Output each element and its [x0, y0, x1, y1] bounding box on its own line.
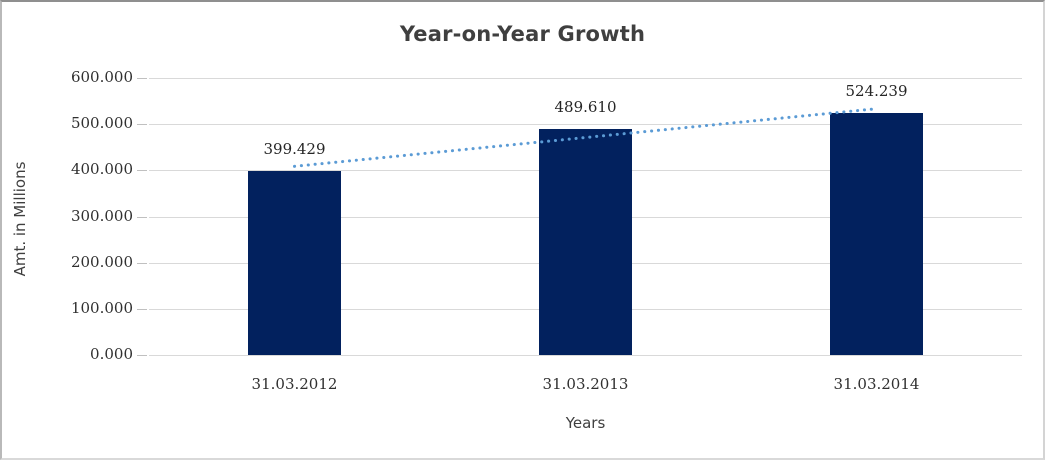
bar-value-label: 489.610 — [554, 97, 617, 116]
y-tick-label: 300.000 — [70, 207, 133, 225]
bar — [830, 112, 923, 355]
y-tick-mark — [137, 309, 147, 310]
trendline — [293, 107, 878, 168]
plot-area: 399.429 489.610 524.239 — [137, 78, 1022, 356]
chart-title: Year-on-Year Growth — [399, 22, 646, 46]
y-tick-label: 500.000 — [70, 114, 133, 132]
y-tick-mark — [137, 217, 147, 218]
y-tick-mark — [137, 124, 147, 125]
y-tick-label: 0.000 — [90, 345, 133, 363]
y-tick-label: 400.000 — [70, 160, 133, 178]
x-axis-title: Years — [565, 414, 606, 432]
bar — [248, 170, 341, 355]
x-category-label: 31.03.2013 — [542, 375, 629, 393]
x-category-label: 31.03.2014 — [833, 375, 920, 393]
y-tick-label: 600.000 — [70, 68, 133, 86]
y-tick-label: 200.000 — [70, 253, 133, 271]
y-axis-tick-labels: 0.000 100.000 200.000 300.000 400.000 500.000… — [2, 68, 133, 363]
x-axis-category-labels: 31.03.2012 31.03.2013 31.03.2014 — [149, 355, 1022, 393]
x-category-label: 31.03.2012 — [251, 375, 338, 393]
y-tick-mark — [137, 263, 147, 264]
y-tick-mark — [137, 170, 147, 171]
y-tick-mark — [137, 355, 147, 356]
y-tick-label: 100.000 — [70, 299, 133, 317]
gridline — [149, 124, 1022, 125]
bar — [539, 128, 632, 355]
bar-value-label: 524.239 — [845, 81, 908, 100]
bar-value-label: 399.429 — [263, 139, 326, 158]
gridline — [149, 78, 1022, 79]
y-tick-mark — [137, 78, 147, 79]
gridline — [149, 355, 1022, 356]
